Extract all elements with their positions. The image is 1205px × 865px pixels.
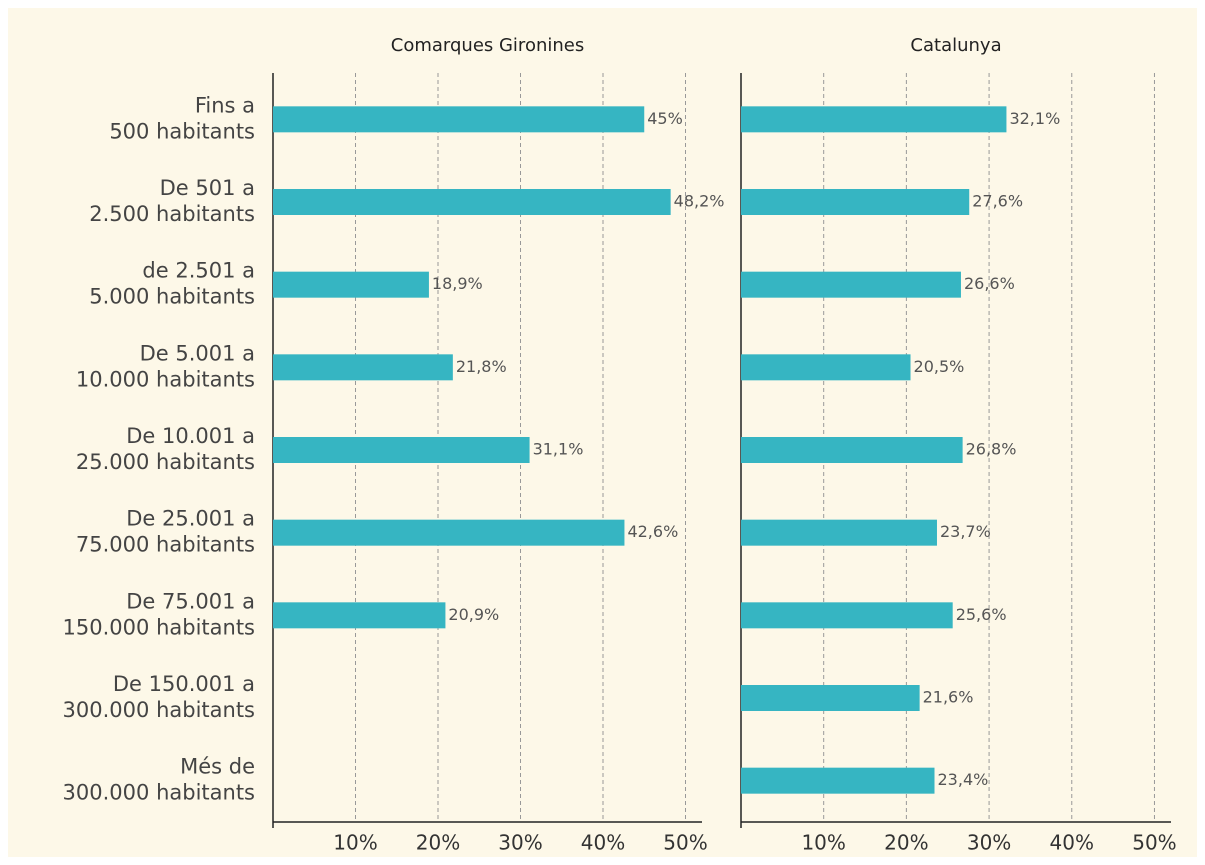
category-label: De 5.001 a 10.000 habitants	[76, 341, 255, 391]
value-label: 23,4%	[938, 770, 989, 789]
bar	[741, 437, 963, 463]
bar	[741, 106, 1007, 133]
value-label: 27,6%	[972, 192, 1023, 211]
category-label: De 501 a 2.500 habitants	[89, 176, 255, 226]
x-tick-label: 50%	[1132, 831, 1176, 855]
value-label: 21,6%	[923, 688, 974, 707]
bar	[273, 602, 446, 629]
category-label: Més de 300.000 habitants	[63, 755, 255, 805]
bar	[741, 519, 937, 546]
value-label: 32,1%	[1009, 109, 1060, 128]
panel-title: Catalunya	[910, 35, 1001, 56]
bar	[273, 271, 429, 298]
value-label: 20,5%	[914, 357, 965, 376]
bar	[741, 271, 961, 298]
x-tick-label: 10%	[801, 831, 845, 855]
bar	[741, 767, 935, 794]
value-label: 45%	[647, 109, 683, 128]
value-label: 18,9%	[432, 274, 483, 293]
panel-title: Comarques Gironines	[391, 35, 584, 56]
bar	[273, 437, 530, 463]
x-tick-label: 20%	[416, 831, 460, 855]
x-tick-label: 40%	[581, 831, 625, 855]
category-label: De 150.001 a 300.000 habitants	[63, 672, 255, 722]
category-label: De 10.001 a 25.000 habitants	[76, 424, 255, 474]
value-label: 31,1%	[533, 440, 584, 459]
bar	[741, 602, 953, 629]
bar	[273, 189, 671, 215]
value-label: 21,8%	[456, 357, 507, 376]
bar	[741, 354, 911, 381]
bar	[741, 685, 920, 711]
value-label: 48,2%	[674, 192, 725, 211]
value-label: 23,7%	[940, 522, 991, 541]
x-tick-label: 30%	[967, 831, 1011, 855]
category-label: Fins a 500 habitants	[109, 93, 255, 143]
value-label: 26,8%	[966, 440, 1017, 459]
bar	[273, 519, 625, 546]
x-tick-label: 20%	[884, 831, 928, 855]
bar	[741, 189, 970, 215]
x-tick-label: 50%	[663, 831, 707, 855]
x-tick-label: 30%	[498, 831, 542, 855]
bar	[273, 106, 645, 133]
category-label: de 2.501 a 5.000 habitants	[89, 259, 255, 309]
category-label: De 75.001 a 150.000 habitants	[63, 589, 255, 639]
value-label: 25,6%	[956, 605, 1007, 624]
value-label: 26,6%	[964, 274, 1015, 293]
x-tick-label: 40%	[1050, 831, 1094, 855]
category-label: De 25.001 a 75.000 habitants	[76, 507, 255, 557]
bar	[273, 354, 453, 381]
x-tick-label: 10%	[333, 831, 377, 855]
value-label: 20,9%	[448, 605, 499, 624]
value-label: 42,6%	[627, 522, 678, 541]
